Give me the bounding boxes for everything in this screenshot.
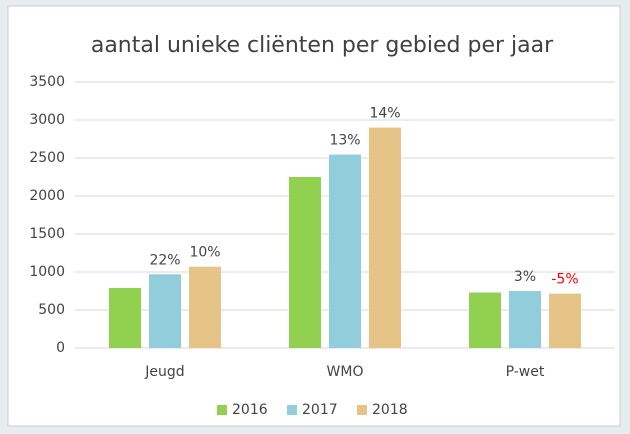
x-tick-label: Jeugd <box>144 364 184 380</box>
bar <box>469 292 501 348</box>
legend-label: 2017 <box>302 402 338 418</box>
bar <box>149 274 181 348</box>
bar <box>109 287 141 348</box>
bar <box>329 154 361 348</box>
growth-label: 3% <box>514 269 536 285</box>
x-tick-label: WMO <box>327 364 364 380</box>
y-tick-label: 3500 <box>29 74 65 90</box>
y-tick-label: 1000 <box>29 264 65 280</box>
y-tick-label: 1500 <box>29 226 65 242</box>
chart-title: aantal unieke cliënten per gebied per ja… <box>91 33 554 58</box>
legend-label: 2018 <box>372 402 408 418</box>
y-tick-label: 2500 <box>29 150 65 166</box>
legend-label: 2016 <box>232 402 268 418</box>
y-tick-label: 500 <box>38 302 65 318</box>
bar <box>509 291 541 348</box>
growth-label: 13% <box>329 133 360 149</box>
y-tick-label: 3000 <box>29 112 65 128</box>
growth-label: 22% <box>149 252 180 268</box>
bar <box>369 127 401 348</box>
y-tick-label: 0 <box>56 340 65 356</box>
x-tick-label: P-wet <box>506 364 545 380</box>
legend-swatch <box>357 405 367 415</box>
bar <box>189 266 221 348</box>
legend-swatch <box>217 405 227 415</box>
bar <box>549 293 581 348</box>
bar <box>289 177 321 348</box>
legend-swatch <box>287 405 297 415</box>
growth-label: -5% <box>551 272 578 288</box>
growth-label: 10% <box>189 245 220 261</box>
growth-label: 14% <box>369 106 400 122</box>
y-tick-label: 2000 <box>29 188 65 204</box>
